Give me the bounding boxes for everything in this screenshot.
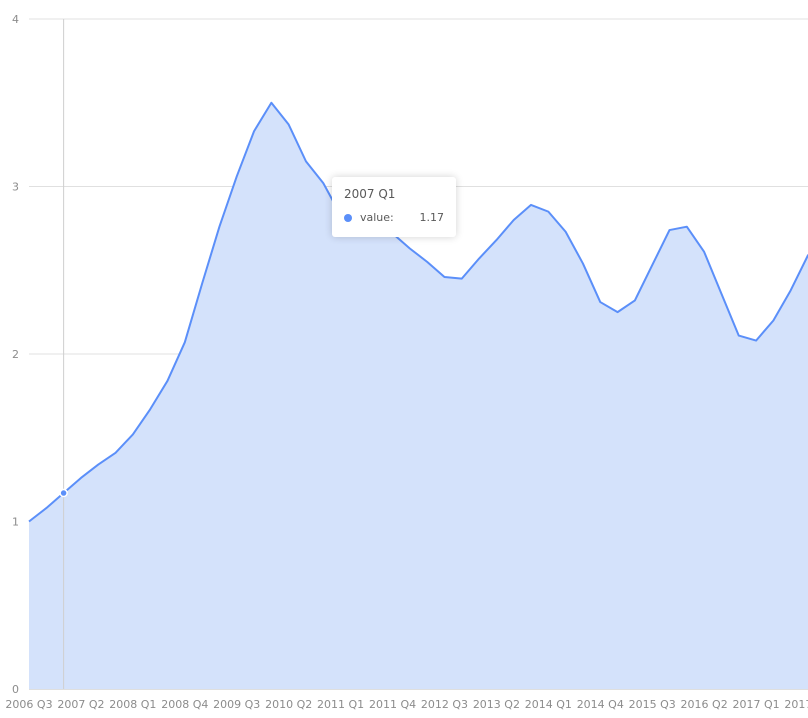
y-tick-label: 3 bbox=[12, 181, 19, 194]
x-tick-label: 2015 Q3 bbox=[629, 698, 676, 711]
y-tick-label: 4 bbox=[12, 13, 19, 26]
active-point-marker bbox=[59, 488, 68, 498]
x-tick-label: 2008 Q1 bbox=[109, 698, 156, 711]
data-point-2013-Q2[interactable] bbox=[493, 237, 499, 243]
data-point-2010-Q2[interactable] bbox=[286, 122, 292, 128]
data-point-2008-Q3[interactable] bbox=[164, 378, 170, 384]
data-point-2008-Q1[interactable] bbox=[130, 431, 136, 437]
data-point-2009-Q3[interactable] bbox=[234, 173, 240, 179]
data-point-2014-Q3[interactable] bbox=[580, 261, 586, 267]
data-point-2006-Q4[interactable] bbox=[43, 505, 49, 511]
data-point-2015-Q1[interactable] bbox=[615, 309, 621, 315]
x-tick-label: 2007 Q2 bbox=[57, 698, 104, 711]
data-point-2008-Q2[interactable] bbox=[147, 406, 153, 412]
data-point-2007-Q2[interactable] bbox=[78, 475, 84, 481]
data-point-2015-Q4[interactable] bbox=[667, 227, 673, 233]
y-tick-label: 2 bbox=[12, 348, 19, 361]
data-point-2016-Q1[interactable] bbox=[684, 224, 690, 230]
area-fill bbox=[29, 102, 808, 689]
data-point-2006-Q3[interactable] bbox=[26, 519, 32, 525]
x-tick-label: 2012 Q3 bbox=[421, 698, 468, 711]
x-tick-label: 2014 Q4 bbox=[577, 698, 624, 711]
y-tick-label: 0 bbox=[12, 683, 19, 696]
data-point-2014-Q1[interactable] bbox=[545, 209, 551, 215]
x-tick-label: 2010 Q2 bbox=[265, 698, 312, 711]
series-line-value bbox=[28, 101, 808, 523]
x-tick-label: 2006 Q3 bbox=[5, 698, 52, 711]
data-point-2013-Q3[interactable] bbox=[511, 217, 517, 223]
x-tick-label: 2013 Q2 bbox=[473, 698, 520, 711]
tooltip: 2007 Q1 value: 1.17 bbox=[332, 177, 456, 237]
data-point-2012-Q1[interactable] bbox=[407, 245, 413, 251]
data-point-2010-Q1[interactable] bbox=[268, 100, 274, 106]
x-tick-label: 2011 Q4 bbox=[369, 698, 416, 711]
series-dot-icon bbox=[344, 213, 352, 222]
data-point-2014-Q2[interactable] bbox=[563, 229, 569, 235]
data-point-2009-Q1[interactable] bbox=[199, 281, 205, 287]
data-point-2009-Q4[interactable] bbox=[251, 128, 257, 134]
data-point-2014-Q4[interactable] bbox=[597, 299, 603, 305]
data-point-2013-Q4[interactable] bbox=[528, 202, 534, 208]
x-tick-label: 2014 Q1 bbox=[525, 698, 572, 711]
data-point-2017-Q3[interactable] bbox=[788, 287, 794, 293]
x-tick-label: 2016 Q2 bbox=[681, 698, 728, 711]
data-point-2017-Q2[interactable] bbox=[770, 318, 776, 324]
data-point-2007-Q3[interactable] bbox=[95, 462, 101, 468]
data-point-2010-Q3[interactable] bbox=[303, 158, 309, 164]
tooltip-row: value: 1.17 bbox=[344, 211, 444, 224]
y-tick-label: 1 bbox=[12, 516, 19, 529]
data-point-2015-Q2[interactable] bbox=[632, 297, 638, 303]
x-tick-label: 2017 Q4 bbox=[784, 698, 808, 711]
data-point-2010-Q4[interactable] bbox=[320, 180, 326, 186]
x-tick-label: 2011 Q1 bbox=[317, 698, 364, 711]
x-tick-label: 2008 Q4 bbox=[161, 698, 208, 711]
tooltip-series-name: value: bbox=[360, 211, 394, 224]
data-point-2015-Q3[interactable] bbox=[649, 262, 655, 268]
tooltip-title: 2007 Q1 bbox=[344, 187, 396, 201]
data-point-2012-Q2[interactable] bbox=[424, 259, 430, 265]
tooltip-series-value: 1.17 bbox=[419, 211, 445, 224]
data-point-2013-Q1[interactable] bbox=[476, 256, 482, 262]
data-point-2008-Q4[interactable] bbox=[182, 339, 188, 345]
data-point-2016-Q4[interactable] bbox=[736, 333, 742, 339]
x-tick-label: 2009 Q3 bbox=[213, 698, 260, 711]
data-point-2016-Q3[interactable] bbox=[718, 291, 724, 297]
data-point-2017-Q1[interactable] bbox=[753, 338, 759, 344]
x-tick-label: 2017 Q1 bbox=[732, 698, 779, 711]
data-point-2012-Q4[interactable] bbox=[459, 276, 465, 282]
data-point-2007-Q4[interactable] bbox=[113, 450, 119, 456]
data-point-2016-Q2[interactable] bbox=[701, 249, 707, 255]
data-point-2009-Q2[interactable] bbox=[216, 224, 222, 230]
data-point-2012-Q3[interactable] bbox=[441, 274, 447, 280]
